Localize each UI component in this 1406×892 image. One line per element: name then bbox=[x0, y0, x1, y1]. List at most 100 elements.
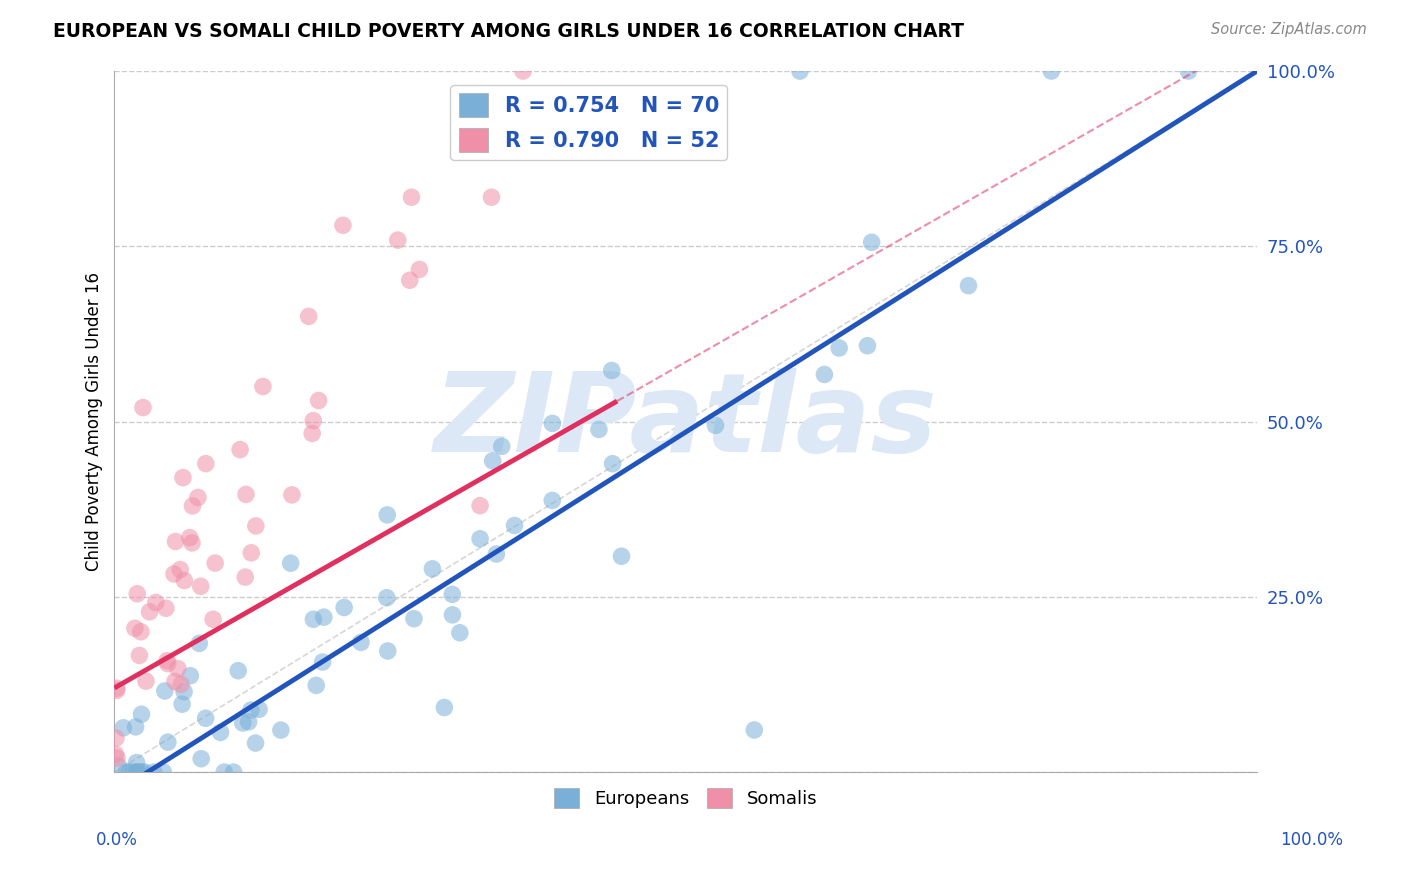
Point bbox=[588, 422, 610, 436]
Point bbox=[194, 711, 217, 725]
Legend: Europeans, Somalis: Europeans, Somalis bbox=[547, 780, 825, 815]
Y-axis label: Child Poverty Among Girls Under 16: Child Poverty Among Girls Under 16 bbox=[86, 272, 103, 571]
Point bbox=[152, 765, 174, 780]
Point bbox=[135, 674, 157, 689]
Point bbox=[122, 765, 145, 780]
Point bbox=[163, 566, 186, 581]
Point bbox=[190, 579, 212, 593]
Point bbox=[252, 379, 274, 393]
Point bbox=[127, 765, 149, 780]
Point bbox=[134, 765, 156, 780]
Point bbox=[167, 662, 190, 676]
Point bbox=[232, 716, 254, 731]
Point bbox=[124, 720, 146, 734]
Point bbox=[813, 368, 835, 382]
Point bbox=[485, 547, 508, 561]
Point bbox=[311, 655, 333, 669]
Point bbox=[209, 725, 232, 739]
Point bbox=[441, 607, 464, 622]
Point bbox=[105, 681, 128, 696]
Point bbox=[280, 556, 302, 570]
Point bbox=[298, 310, 321, 324]
Point bbox=[408, 262, 430, 277]
Point bbox=[169, 563, 191, 577]
Point bbox=[170, 677, 193, 691]
Point bbox=[305, 678, 328, 692]
Point bbox=[194, 457, 217, 471]
Point bbox=[402, 612, 425, 626]
Point bbox=[433, 700, 456, 714]
Point bbox=[270, 723, 292, 738]
Point bbox=[124, 621, 146, 635]
Point bbox=[856, 339, 879, 353]
Point bbox=[828, 341, 851, 355]
Point bbox=[468, 532, 491, 546]
Point bbox=[233, 570, 256, 584]
Point bbox=[204, 556, 226, 570]
Point bbox=[512, 64, 534, 78]
Point bbox=[105, 751, 128, 765]
Point bbox=[377, 644, 399, 658]
Point bbox=[179, 669, 201, 683]
Point bbox=[375, 591, 398, 605]
Point bbox=[541, 493, 564, 508]
Point bbox=[245, 736, 267, 750]
Point bbox=[742, 723, 765, 737]
Point bbox=[789, 64, 811, 78]
Point bbox=[247, 702, 270, 716]
Point bbox=[127, 587, 149, 601]
Point bbox=[281, 488, 304, 502]
Point bbox=[142, 765, 165, 780]
Point bbox=[398, 273, 420, 287]
Point bbox=[441, 587, 464, 601]
Point bbox=[132, 401, 155, 415]
Point bbox=[115, 765, 138, 780]
Point bbox=[156, 654, 179, 668]
Text: 100.0%: 100.0% bbox=[1279, 831, 1343, 849]
Point bbox=[104, 731, 127, 745]
Point bbox=[308, 393, 330, 408]
Point bbox=[163, 674, 186, 689]
Point bbox=[704, 418, 727, 433]
Point bbox=[173, 574, 195, 588]
Point bbox=[860, 235, 883, 250]
Point bbox=[181, 536, 204, 550]
Point bbox=[498, 136, 520, 150]
Point bbox=[156, 657, 179, 671]
Point bbox=[375, 508, 398, 522]
Point bbox=[138, 605, 160, 619]
Point bbox=[332, 219, 354, 233]
Point bbox=[226, 664, 249, 678]
Point bbox=[222, 765, 245, 780]
Point bbox=[125, 765, 148, 780]
Point bbox=[156, 735, 179, 749]
Point bbox=[128, 648, 150, 663]
Point bbox=[240, 546, 263, 560]
Point bbox=[422, 562, 444, 576]
Point bbox=[212, 765, 235, 780]
Point bbox=[179, 531, 201, 545]
Point bbox=[235, 487, 257, 501]
Point bbox=[128, 765, 150, 780]
Point bbox=[238, 714, 260, 729]
Point bbox=[312, 610, 335, 624]
Point bbox=[165, 534, 187, 549]
Point bbox=[107, 759, 129, 773]
Point bbox=[181, 499, 204, 513]
Point bbox=[503, 518, 526, 533]
Point bbox=[481, 190, 503, 204]
Point bbox=[302, 414, 325, 428]
Point bbox=[1177, 64, 1199, 78]
Point bbox=[491, 439, 513, 453]
Point bbox=[172, 697, 194, 711]
Point bbox=[245, 519, 267, 533]
Point bbox=[468, 499, 491, 513]
Point bbox=[401, 190, 423, 204]
Point bbox=[153, 684, 176, 698]
Point bbox=[481, 454, 503, 468]
Point bbox=[112, 721, 135, 735]
Point bbox=[145, 595, 167, 609]
Text: EUROPEAN VS SOMALI CHILD POVERTY AMONG GIRLS UNDER 16 CORRELATION CHART: EUROPEAN VS SOMALI CHILD POVERTY AMONG G… bbox=[53, 22, 965, 41]
Point bbox=[1040, 64, 1063, 78]
Point bbox=[155, 601, 177, 615]
